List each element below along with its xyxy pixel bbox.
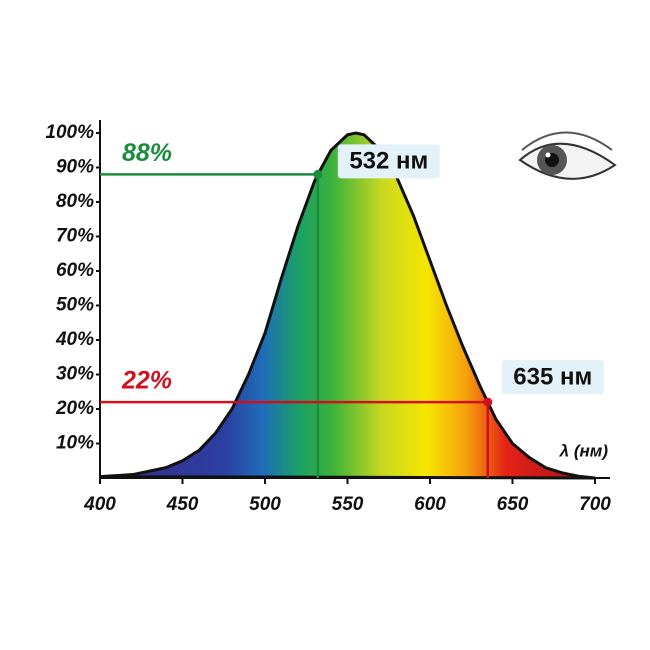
y-tick-label: 90% — [56, 157, 94, 178]
percent-label: 22% — [121, 367, 172, 395]
y-tick-label: 50% — [56, 295, 94, 316]
wavelength-text: 635 нм — [513, 363, 592, 390]
y-tick-label: 100% — [45, 122, 94, 143]
eye-icon — [518, 131, 617, 180]
wavelength-label: 532 нм — [337, 144, 440, 179]
x-tick-label: 650 — [497, 494, 529, 515]
x-tick-label: 600 — [414, 494, 446, 515]
label-box — [501, 360, 604, 395]
x-axis-label: λ (нм) — [559, 441, 609, 460]
y-tick-label: 10% — [56, 433, 94, 454]
y-tick-label: 70% — [56, 226, 94, 247]
wavelength-text: 532 нм — [349, 148, 428, 175]
x-tick-label: 400 — [83, 494, 116, 515]
guide-point — [483, 397, 493, 407]
x-tick-label: 500 — [249, 494, 281, 515]
x-tick-label: 550 — [332, 494, 364, 515]
wavelength-label: 635 нм — [501, 360, 604, 395]
x-tick-label: 700 — [579, 494, 611, 515]
guide-point — [313, 169, 323, 179]
y-tick-label: 20% — [55, 398, 94, 419]
x-tick-label: 450 — [166, 494, 199, 515]
y-tick-label: 80% — [56, 191, 94, 212]
percent-label: 88% — [122, 139, 172, 167]
y-tick-label: 60% — [56, 260, 94, 281]
spectral-curve — [99, 131, 596, 480]
label-box — [337, 144, 440, 179]
y-tick-label: 40% — [55, 329, 94, 350]
y-tick-label: 30% — [56, 364, 94, 385]
